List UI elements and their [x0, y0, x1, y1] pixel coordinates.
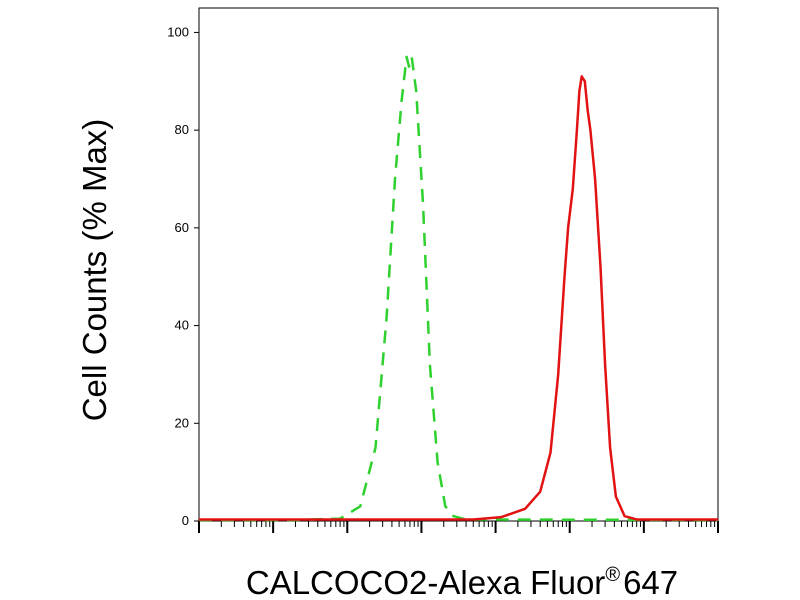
- y-tick-label: 40: [175, 318, 189, 333]
- y-axis-title-group: Cell Counts (% Max): [76, 119, 113, 422]
- x-axis-title-suffix: 647: [623, 564, 678, 600]
- y-tick-label: 100: [167, 24, 189, 39]
- y-tick-label: 20: [175, 415, 189, 430]
- y-tick-label: 80: [175, 122, 189, 137]
- plot-frame: [198, 7, 719, 522]
- x-axis-title: CALCOCO2-Alexa Fluor®647: [246, 564, 678, 600]
- series-2-line: [199, 75, 718, 521]
- y-axis-title: Cell Counts (% Max): [76, 119, 113, 422]
- x-axis-title-main: CALCOCO2-Alexa Fluor: [246, 564, 605, 600]
- series-1-line: [199, 55, 719, 522]
- y-tick-label: 60: [175, 220, 189, 235]
- y-tick-label: 0: [182, 513, 189, 528]
- registered-mark: ®: [605, 564, 620, 586]
